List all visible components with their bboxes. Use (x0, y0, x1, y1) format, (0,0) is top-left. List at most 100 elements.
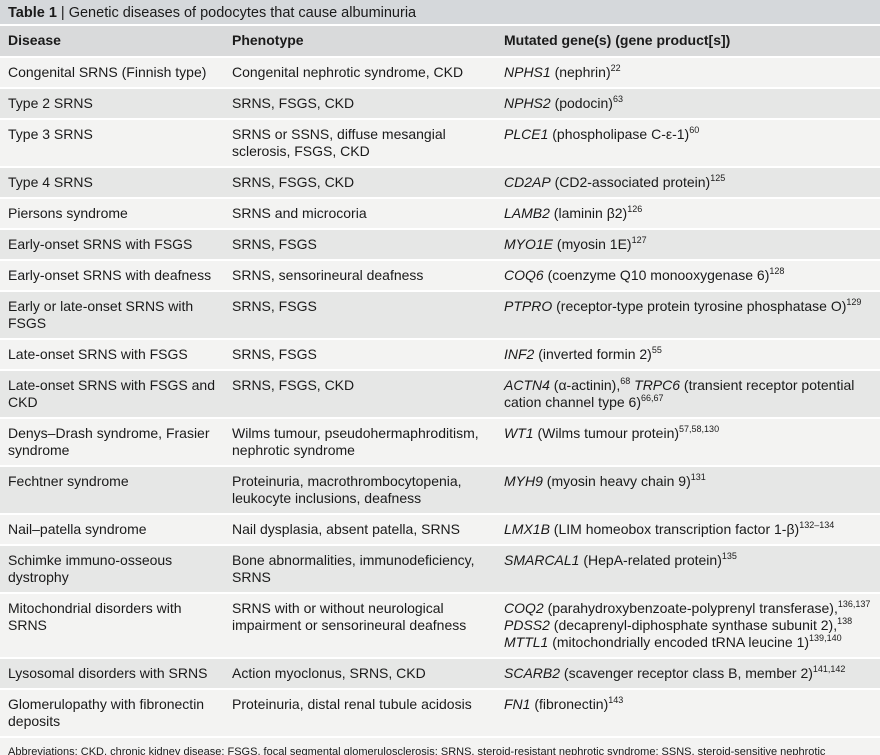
reference: 60 (689, 125, 700, 135)
table-title: | Genetic diseases of podocytes that cau… (60, 5, 417, 21)
disease-cell: Late-onset SRNS with FSGS and CKD (0, 370, 224, 419)
gene-symbol: MYO1E (504, 236, 554, 252)
reference: 139,140 (809, 633, 842, 643)
gene-text: (receptor-type protein tyrosine phosphat… (552, 298, 847, 314)
phenotype-cell: Congenital nephrotic syndrome, CKD (224, 57, 496, 89)
gene-symbol: NPHS2 (504, 95, 551, 111)
column-header: Mutated gene(s) (gene product[s]) (496, 26, 880, 58)
gene-symbol: COQ2 (504, 600, 544, 616)
phenotype-cell: SRNS, FSGS (224, 339, 496, 371)
reference: 131 (690, 472, 706, 482)
gene-text: (phospholipase C-ε-1) (548, 126, 690, 142)
table: Disease Phenotype Mutated gene(s) (gene pr… (0, 26, 880, 738)
reference: 141,142 (812, 664, 846, 674)
disease-cell: Mitochondrial disorders with SRNS (0, 593, 224, 659)
table-row: Nail–patella syndrome Nail dysplasia, abs… (0, 514, 880, 546)
gene-symbol: SCARB2 (504, 665, 561, 681)
gene-symbol: CD2AP (504, 174, 551, 190)
phenotype-cell: Wilms tumour, pseudohermaphroditism, nep… (224, 418, 496, 467)
phenotype-cell: Proteinuria, distal renal tubule acidosi… (224, 689, 496, 738)
disease-cell: Type 2 SRNS (0, 88, 224, 120)
gene-symbol: MTTL1 (504, 634, 549, 650)
phenotype-cell: SRNS, FSGS (224, 229, 496, 261)
gene-text: (coenzyme Q10 monooxygenase 6) (543, 267, 770, 283)
gene-symbol: NPHS1 (504, 64, 551, 80)
table-row: Denys–Drash syndrome, Frasier syndrome Wi… (0, 418, 880, 467)
table-row: Type 3 SRNS SRNS or SSNS, diffuse mesangi… (0, 119, 880, 168)
gene-cell: WT1 (Wilms tumour protein)57,58,130 (496, 418, 880, 467)
gene-symbol: MYH9 (504, 473, 543, 489)
gene-symbol: LAMB2 (504, 205, 550, 221)
gene-text: (fibronectin) (530, 696, 609, 712)
reference: 136,137 (837, 599, 871, 609)
disease-cell: Early-onset SRNS with deafness (0, 260, 224, 292)
disease-cell: Denys–Drash syndrome, Frasier syndrome (0, 418, 224, 467)
gene-symbol: WT1 (504, 425, 534, 441)
table-row: Early-onset SRNS with FSGS SRNS, FSGS MYO1… (0, 229, 880, 261)
title-bar: Table 1 | Genetic diseases of podocytes … (0, 0, 880, 26)
phenotype-cell: Nail dysplasia, absent patella, SRNS (224, 514, 496, 546)
gene-text: (CD2-associated protein) (550, 174, 711, 190)
gene-text: (decaprenyl-diphosphate synthase subunit… (549, 617, 838, 633)
reference: 128 (769, 266, 785, 276)
gene-cell: CD2AP (CD2-associated protein)125 (496, 167, 880, 199)
column-header: Phenotype (224, 26, 496, 58)
reference: 132–134 (799, 520, 835, 530)
disease-cell: Congenital SRNS (Finnish type) (0, 57, 224, 89)
gene-cell: SMARCAL1 (HepA-related protein)135 (496, 545, 880, 594)
reference: 22 (610, 63, 621, 73)
phenotype-cell: SRNS, FSGS, CKD (224, 370, 496, 419)
gene-cell: PTPRO (receptor-type protein tyrosine ph… (496, 291, 880, 340)
disease-cell: Schimke immuno-osseous dystrophy (0, 545, 224, 594)
reference: 127 (631, 235, 647, 245)
table-row: Fechtner syndrome Proteinuria, macrothrom… (0, 466, 880, 515)
disease-cell: Fechtner syndrome (0, 466, 224, 515)
reference: 63 (612, 94, 623, 104)
gene-cell: LMX1B (LIM homeobox transcription factor… (496, 514, 880, 546)
gene-cell: MYH9 (myosin heavy chain 9)131 (496, 466, 880, 515)
column-header: Disease (0, 26, 224, 58)
disease-cell: Type 4 SRNS (0, 167, 224, 199)
gene-cell: SCARB2 (scavenger receptor class B, memb… (496, 658, 880, 690)
gene-cell: ACTN4 (α-actinin),68 TRPC6 (transient re… (496, 370, 880, 419)
disease-cell: Late-onset SRNS with FSGS (0, 339, 224, 371)
gene-text: (scavenger receptor class B, member 2) (560, 665, 813, 681)
disease-cell: Glomerulopathy with fibronectin deposits (0, 689, 224, 738)
gene-text: (parahydroxybenzoate-polyprenyl transfer… (543, 600, 838, 616)
gene-symbol: INF2 (504, 346, 535, 362)
table-row: Early-onset SRNS with deafness SRNS, sens… (0, 260, 880, 292)
footnote: Abbreviations: CKD, chronic kidney disea… (0, 738, 880, 755)
phenotype-cell: Action myoclonus, SRNS, CKD (224, 658, 496, 690)
gene-cell: COQ6 (coenzyme Q10 monooxygenase 6)128 (496, 260, 880, 292)
disease-cell: Piersons syndrome (0, 198, 224, 230)
gene-cell: INF2 (inverted formin 2)55 (496, 339, 880, 371)
table-row: Glomerulopathy with fibronectin deposits… (0, 689, 880, 738)
table-row: Early or late-onset SRNS with FSGS SRNS, … (0, 291, 880, 340)
phenotype-cell: SRNS, FSGS, CKD (224, 167, 496, 199)
gene-text: (nephrin) (550, 64, 611, 80)
gene-symbol: PTPRO (504, 298, 553, 314)
gene-text: (LIM homeobox transcription factor 1-β) (549, 521, 800, 537)
table-row: Piersons syndrome SRNS and microcoria LAMB… (0, 198, 880, 230)
phenotype-cell: SRNS, sensorineural deafness (224, 260, 496, 292)
gene-text: (transient receptor potential cation cha… (504, 377, 855, 410)
table-row: Mitochondrial disorders with SRNS SRNS wi… (0, 593, 880, 659)
reference: 57,58,130 (679, 424, 720, 434)
reference: 68 (620, 376, 631, 386)
gene-text: (mitochondrially encoded tRNA leucine 1) (548, 634, 810, 650)
phenotype-cell: SRNS with or without neurological impair… (224, 593, 496, 659)
reference: 143 (608, 695, 624, 705)
phenotype-cell: Proteinuria, macrothrombocytopenia, leuk… (224, 466, 496, 515)
reference: 138 (837, 616, 853, 626)
reference: 125 (710, 173, 726, 183)
gene-cell: LAMB2 (laminin β2)126 (496, 198, 880, 230)
gene-text: (laminin β2) (549, 205, 628, 221)
phenotype-cell: Bone abnormalities, immunodeficiency, SR… (224, 545, 496, 594)
gene-symbol: ACTN4 (504, 377, 550, 393)
table-row: Late-onset SRNS with FSGS and CKD SRNS, F… (0, 370, 880, 419)
header-row: Disease Phenotype Mutated gene(s) (gene pr… (0, 26, 880, 58)
phenotype-cell: SRNS, FSGS, CKD (224, 88, 496, 120)
gene-text: (α-actinin), (549, 377, 621, 393)
table-row: Type 4 SRNS SRNS, FSGS, CKD CD2AP (CD2-ass… (0, 167, 880, 199)
phenotype-cell: SRNS or SSNS, diffuse mesangial sclerosi… (224, 119, 496, 168)
